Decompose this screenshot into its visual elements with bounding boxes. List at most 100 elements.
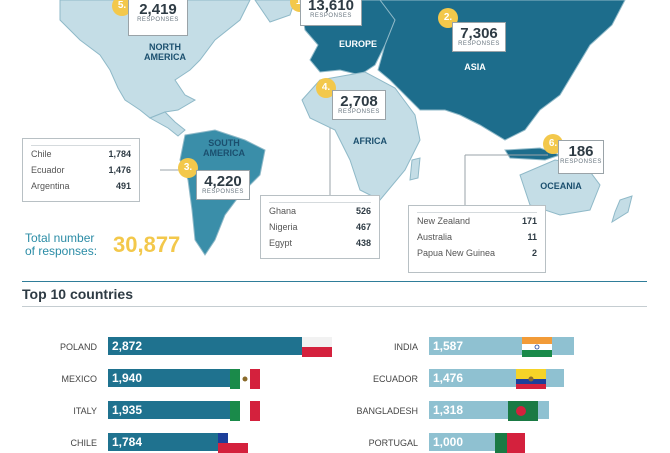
- rank-badge: 3.: [178, 158, 198, 178]
- region-value-label: RESPONSES: [137, 17, 179, 23]
- region-value: 7,306: [460, 25, 498, 42]
- bar-value-label: 1,935: [112, 403, 143, 417]
- bar-row: ECUADOR 1,476: [0, 369, 670, 389]
- bar: 2,872: [108, 337, 303, 355]
- flag-bangladesh-icon: [508, 401, 538, 421]
- table-row: Australia 11: [417, 229, 537, 245]
- country-name: Ecuador: [31, 165, 65, 175]
- flag-poland-icon: [302, 337, 332, 357]
- country-value: 1,476: [108, 165, 131, 175]
- new-zealand-shape: [611, 195, 633, 224]
- bar-value-label: 1,000: [433, 435, 464, 449]
- country-name: Ghana: [269, 206, 297, 216]
- country-value: 438: [355, 238, 371, 248]
- central-america-shape: [148, 111, 186, 137]
- north-america-shape: [59, 0, 251, 119]
- total-label-line1: Total number: [25, 231, 95, 245]
- region-value: 2,708: [340, 93, 378, 110]
- region-count-box: 13,610 RESPONSES: [300, 0, 362, 26]
- country-name: New Zealand: [417, 216, 471, 226]
- country-value: 171: [521, 216, 537, 226]
- region-count-box: 2,419 RESPONSES: [128, 0, 188, 36]
- bar-value-label: 1,587: [433, 339, 464, 353]
- total-label-line2: of responses:: [25, 244, 98, 258]
- region-value-label: RESPONSES: [458, 41, 500, 47]
- region-label: ASIA: [464, 62, 486, 72]
- region-value-label: RESPONSES: [560, 159, 602, 165]
- country-name: Argentina: [31, 181, 70, 191]
- madagascar-shape: [409, 157, 421, 181]
- region-value: 4,220: [204, 173, 242, 190]
- region-label: NORTH AMERICA: [144, 42, 186, 62]
- bar-value-label: 1,940: [112, 371, 143, 385]
- region-value: 2,419: [139, 1, 177, 18]
- country-value: 491: [115, 181, 131, 191]
- country-value: 2: [531, 248, 537, 258]
- bar-category-label: BANGLADESH: [356, 406, 418, 416]
- africa-shape: [301, 71, 421, 201]
- greenland-shape: [254, 0, 296, 23]
- total-responses-value: 30,877: [113, 232, 181, 257]
- bar: 1,587: [429, 337, 574, 355]
- region-label: OCEANIA: [540, 181, 582, 191]
- table-row: Chile 1,784: [31, 145, 131, 162]
- region-value: 186: [568, 143, 594, 160]
- table-row: Ecuador 1,476: [31, 162, 131, 178]
- region-value: 13,610: [308, 0, 354, 14]
- flag-mexico-icon: [230, 369, 260, 389]
- bar-category-label: POLAND: [59, 342, 97, 352]
- country-value: 467: [355, 222, 371, 232]
- table-row: Egypt 438: [269, 235, 371, 251]
- country-value: 11: [527, 232, 537, 242]
- total-responses-label: Total number of responses:: [25, 232, 97, 258]
- rank-badge: 5.: [112, 0, 132, 16]
- country-name: Nigeria: [269, 222, 298, 232]
- bar-category-label: ECUADOR: [372, 374, 418, 384]
- region-value-label: RESPONSES: [310, 13, 352, 19]
- region-value-label: RESPONSES: [338, 109, 380, 115]
- flag-india-icon: [522, 337, 552, 357]
- top-countries-title: Top 10 countries: [22, 286, 133, 302]
- bar-category-label: ITALY: [73, 406, 97, 416]
- flag-ecuador-icon: [516, 369, 546, 389]
- region-count-box: 186 RESPONSES: [558, 140, 604, 174]
- africa-country-table: Ghana 526 Nigeria 467 Egypt 438: [260, 195, 380, 259]
- flag-chile-icon: [218, 433, 248, 453]
- table-row: Papua New Guinea 2: [417, 245, 537, 261]
- flag-portugal-icon: [495, 433, 525, 453]
- region-label: AFRICA: [353, 136, 387, 146]
- bar: 1,935: [108, 401, 240, 419]
- flag-italy-icon: [230, 401, 260, 421]
- bar-row: PORTUGAL 1,000: [0, 433, 670, 453]
- table-row: Argentina 491: [31, 178, 131, 194]
- bar-row: POLAND 2,872: [0, 337, 670, 357]
- region-count-box: 4,220 RESPONSES: [196, 170, 250, 200]
- country-value: 526: [355, 206, 371, 216]
- south-america-country-table: Chile 1,784 Ecuador 1,476 Argentina 491: [22, 138, 140, 202]
- country-name: Papua New Guinea: [417, 248, 496, 258]
- section-divider: [22, 281, 647, 282]
- bar-value-label: 1,476: [433, 371, 464, 385]
- bar-value-label: 1,318: [433, 403, 464, 417]
- bar-row: ITALY 1,935: [0, 401, 670, 421]
- world-map: [59, 0, 633, 256]
- bar-row: BANGLADESH 1,318: [0, 401, 670, 421]
- bar-category-label: MEXICO: [61, 374, 97, 384]
- rank-badge: 4.: [316, 78, 336, 98]
- asia-shape: [377, 0, 626, 141]
- table-row: Nigeria 467: [269, 219, 371, 235]
- table-row: Ghana 526: [269, 202, 371, 219]
- region-value-label: RESPONSES: [202, 189, 244, 195]
- country-name: Chile: [31, 149, 52, 159]
- title-underline: [22, 306, 647, 307]
- country-value: 1,784: [108, 149, 131, 159]
- bar: 1,940: [108, 369, 240, 387]
- bar-row: INDIA 1,587: [0, 337, 670, 357]
- bar-value-label: 2,872: [112, 339, 143, 353]
- region-label: EUROPE: [338, 39, 377, 49]
- bar-row: MEXICO 1,940: [0, 369, 670, 389]
- bar-category-label: INDIA: [393, 342, 418, 352]
- region-count-box: 2,708 RESPONSES: [332, 90, 386, 120]
- country-name: Egypt: [269, 238, 293, 248]
- country-name: Australia: [417, 232, 453, 242]
